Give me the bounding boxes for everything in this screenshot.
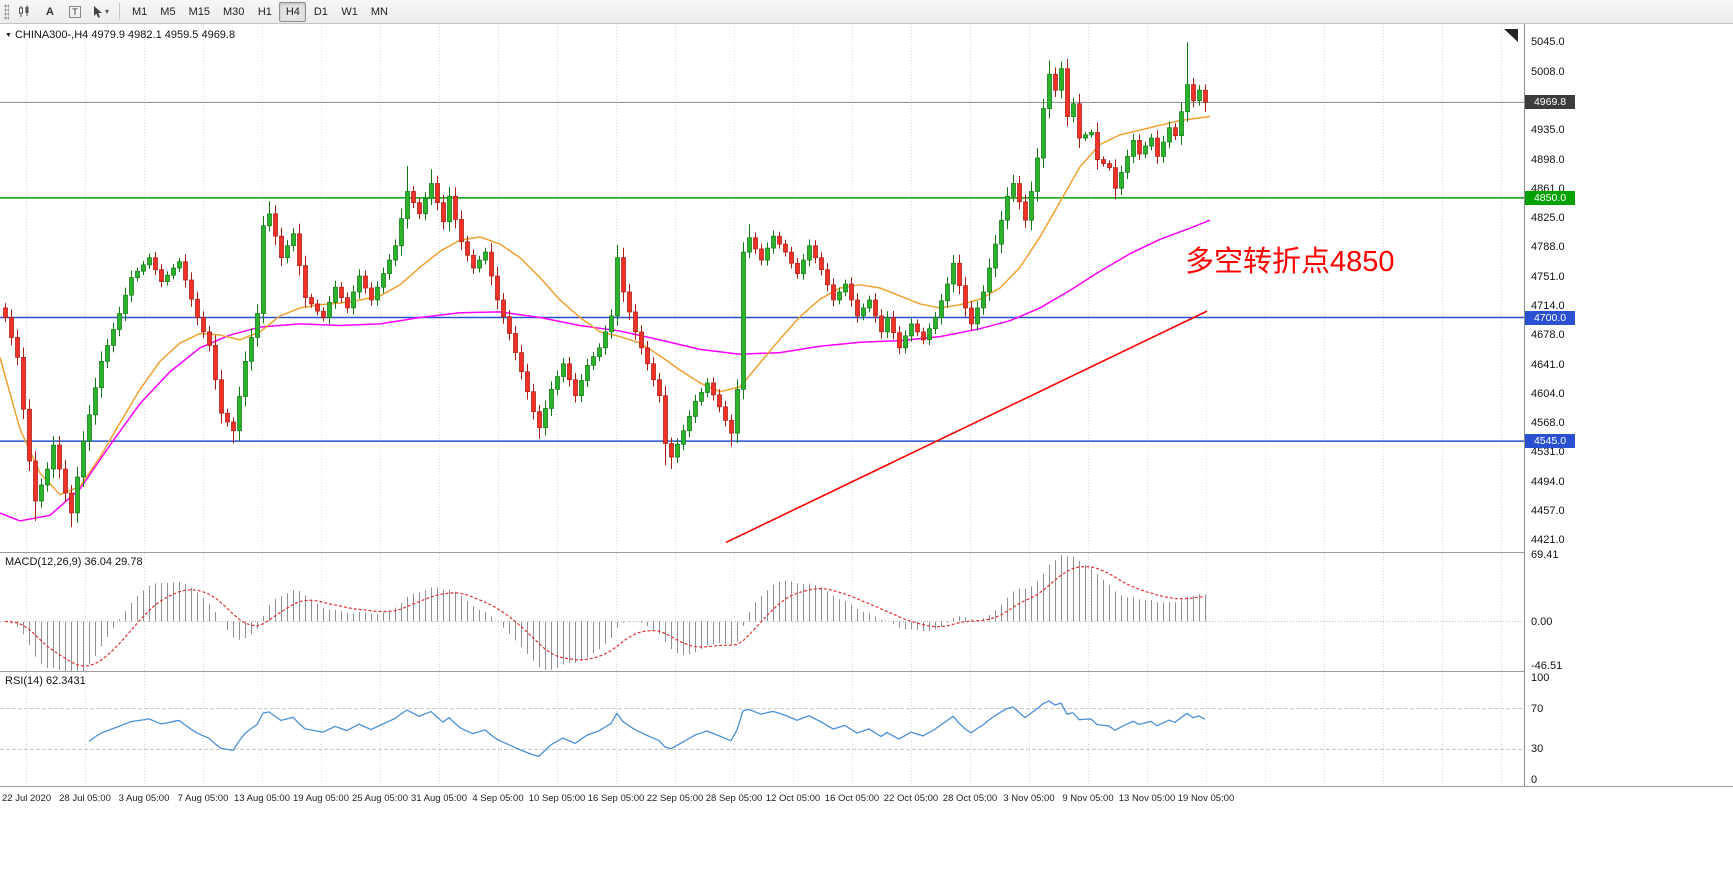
axis-tick-label: -46.51 [1531,659,1563,672]
axis-tick-label: 100 [1531,672,1550,684]
macd-pane[interactable] [0,553,1524,671]
price-tag: 4545.0 [1525,434,1575,449]
cursor-icon [94,6,102,18]
ma-fast-line [0,115,1211,496]
trendline[interactable] [725,310,1208,544]
pane-separator[interactable] [0,786,1733,787]
axis-tick-label: 4788.0 [1531,241,1565,254]
symbol-dropdown-icon[interactable]: ▼ [5,32,12,39]
time-tick-label: 4 Sep 05:00 [472,793,524,804]
time-tick-label: 10 Sep 05:00 [528,793,586,804]
chart-annotation-text[interactable]: 多空转折点4850 [1185,246,1395,278]
macd-indicator-label: MACD(12,26,9) 36.04 29.78 [5,556,143,568]
timeframe-button-d1[interactable]: D1 [307,2,334,22]
time-tick-label: 28 Sep 05:00 [705,793,763,804]
axis-tick-label: 4898.0 [1531,153,1565,166]
timeframe-button-w1[interactable]: W1 [335,2,364,22]
axis-tick-label: 4457.0 [1531,505,1565,518]
candles-layer [3,42,1208,528]
time-tick-label: 9 Nov 05:00 [1062,793,1114,804]
time-tick-label: 22 Oct 05:00 [883,793,939,804]
price-tag: 4700.0 [1525,310,1575,325]
grid-layer [26,553,1502,671]
timeframe-button-m15[interactable]: M15 [183,2,216,22]
price-pane[interactable] [0,24,1524,552]
time-tick-label: 28 Jul 05:00 [59,793,111,804]
time-tick-label: 22 Jul 2020 [2,793,52,804]
macd-histogram [11,554,1206,671]
time-tick-label: 31 Aug 05:00 [411,793,467,804]
text-tool-button[interactable]: T [63,2,87,22]
pane-separator[interactable] [0,552,1733,553]
time-tick-label: 19 Nov 05:00 [1177,793,1235,804]
axis-tick-label: 4494.0 [1531,475,1565,488]
time-tick-label: 13 Nov 05:00 [1118,793,1176,804]
time-tick-label: 13 Aug 05:00 [234,793,290,804]
timeframe-button-m5[interactable]: M5 [154,2,181,22]
symbol-ohlc-label: ▼ CHINA300-,H4 4979.9 4982.1 4959.5 4969.… [5,29,235,41]
cursor-tool-button[interactable]: ▾ [88,2,113,22]
axis-tick-label: 4935.0 [1531,124,1565,137]
axis-tick-label: 4641.0 [1531,358,1565,371]
timeframe-button-m1[interactable]: M1 [126,2,153,22]
time-tick-label: 3 Nov 05:00 [1003,793,1055,804]
timeframe-button-h1[interactable]: H1 [251,2,278,22]
timeframe-button-m30[interactable]: M30 [217,2,250,22]
time-tick-label: 28 Oct 05:00 [942,793,998,804]
toolbar-separator [119,3,121,20]
pane-separator[interactable] [0,671,1733,672]
axis-tick-label: 4714.0 [1531,300,1565,313]
chart-area: ▼ CHINA300-,H4 4979.9 4982.1 4959.5 4969.… [0,24,1524,813]
time-tick-label: 7 Aug 05:00 [177,793,229,804]
symbol-ohlc-text: CHINA300-,H4 4979.9 4982.1 4959.5 4969.8 [14,29,236,41]
price-scale[interactable]: 5045.0 5008.0 4935.0 4898.0 4861.0 4825.0 4788… [1524,24,1733,786]
axis-tick-label: 4531.0 [1531,446,1565,459]
text-tool-label: T [69,5,81,18]
axis-tick-label: 0 [1531,774,1538,786]
time-tick-label: 12 Oct 05:00 [765,793,821,804]
candlestick-icon [19,5,29,17]
font-tool-button[interactable]: A [38,2,62,22]
axis-tick-label: 5008.0 [1531,65,1565,78]
ma-slow-line [0,219,1211,522]
axis-tick-label: 0.00 [1531,615,1553,628]
price-tag: 4969.8 [1525,95,1575,110]
timeframe-button-mn[interactable]: MN [365,2,394,22]
scroll-to-end-marker-icon[interactable] [1504,29,1518,42]
time-tick-label: 22 Sep 05:00 [646,793,704,804]
axis-tick-label: 70 [1531,702,1544,715]
chevron-down-icon: ▾ [105,7,110,16]
toolbar: A T ▾ M1 M5 M15 M30 H1 H4 D1 W1 MN [0,0,1733,24]
axis-tick-label: 5045.0 [1531,36,1565,49]
grid-layer [26,672,1502,786]
axis-tick-label: 4604.0 [1531,388,1565,401]
rsi-pane[interactable] [0,672,1524,786]
axis-tick-label: 30 [1531,743,1544,756]
rsi-indicator-label: RSI(14) 62.3431 [5,675,86,687]
price-tag: 4850.0 [1525,190,1575,205]
axis-tick-label: 4678.0 [1531,329,1565,342]
axis-tick-label: 4825.0 [1531,211,1565,224]
time-tick-label: 16 Oct 05:00 [824,793,880,804]
time-tick-label: 19 Aug 05:00 [293,793,349,804]
axis-tick-label: 4751.0 [1531,270,1565,283]
time-tick-label: 16 Sep 05:00 [587,793,645,804]
axis-tick-label: 69.41 [1531,549,1559,562]
axis-tick-label: 4421.0 [1531,534,1565,547]
axis-tick-label: 4568.0 [1531,416,1565,429]
time-axis[interactable]: 22 Jul 2020 28 Jul 05:00 3 Aug 05:00 7 Aug … [0,787,1524,813]
time-tick-label: 3 Aug 05:00 [118,793,170,804]
time-tick-label: 25 Aug 05:00 [352,793,408,804]
chart-type-button[interactable] [13,2,37,22]
macd-signal-line [4,566,1206,667]
rsi-line [88,700,1206,758]
font-tool-label: A [46,5,54,18]
grid-layer [26,24,1502,552]
toolbar-grip[interactable] [4,3,9,20]
timeframe-button-h4[interactable]: H4 [279,1,307,22]
